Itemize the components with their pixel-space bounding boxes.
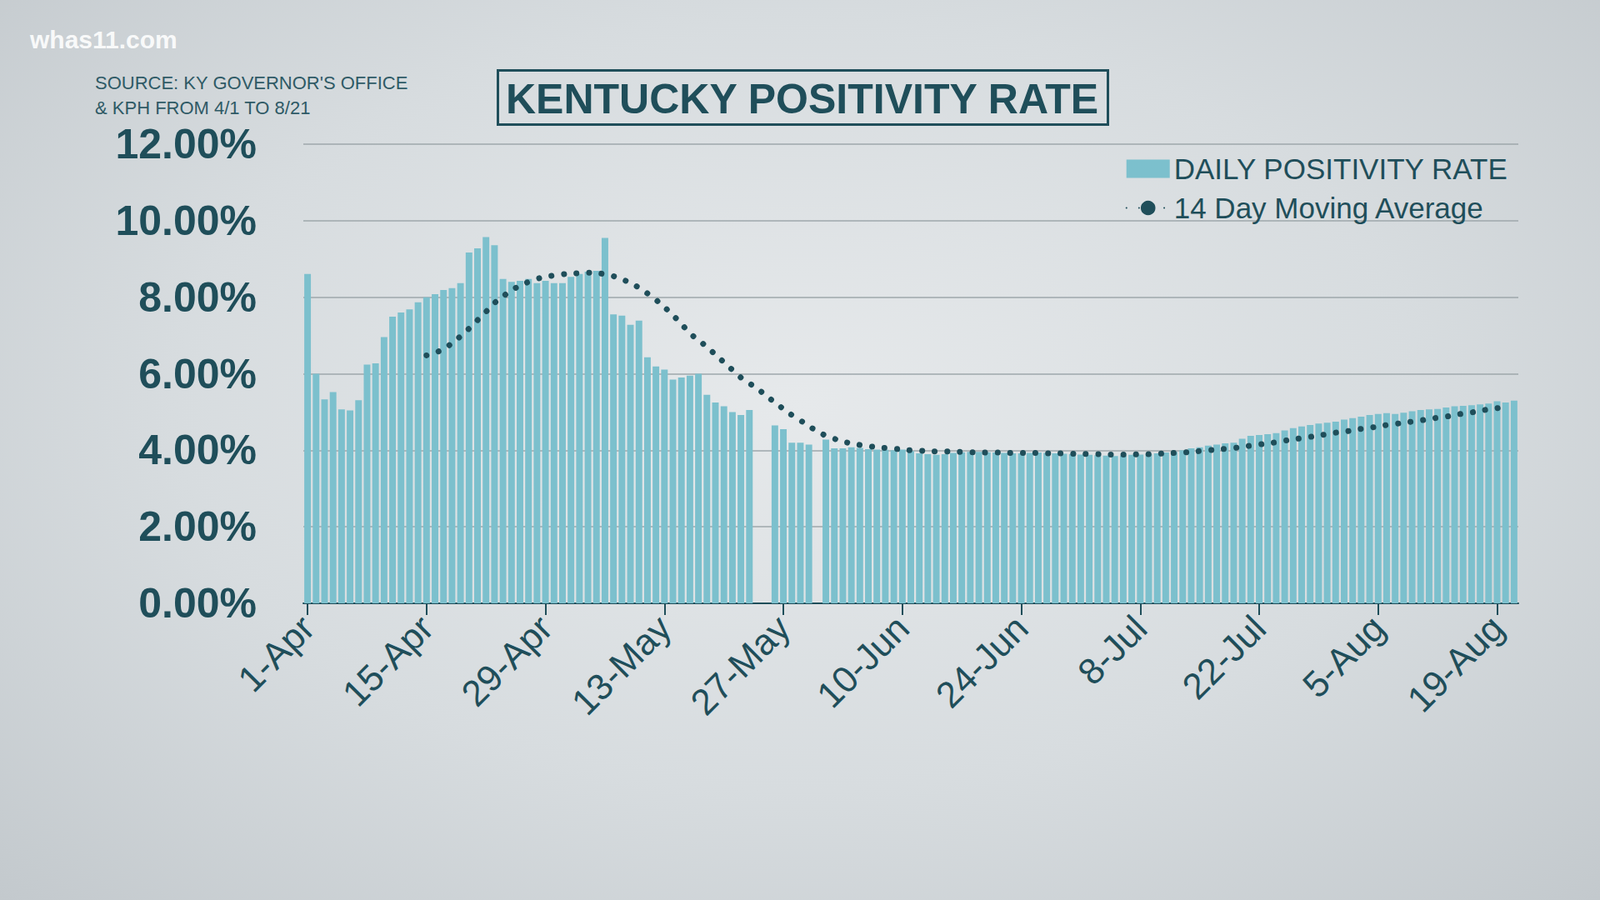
svg-text:2.00%: 2.00% xyxy=(138,503,257,550)
svg-text:5-Aug: 5-Aug xyxy=(1294,607,1393,706)
svg-text:29-Apr: 29-Apr xyxy=(453,607,560,715)
svg-text:4.00%: 4.00% xyxy=(138,426,257,474)
svg-text:6.00%: 6.00% xyxy=(138,350,257,398)
svg-text:& KPH FROM 4/1 TO 8/21: & KPH FROM 4/1 TO 8/21 xyxy=(95,97,310,119)
svg-text:15-Apr: 15-Apr xyxy=(334,607,441,715)
svg-text:13-May: 13-May xyxy=(563,607,679,723)
svg-text:whas11.com: whas11.com xyxy=(29,25,178,54)
svg-text:12.00%: 12.00% xyxy=(115,120,257,168)
svg-text:8-Jul: 8-Jul xyxy=(1070,607,1155,693)
svg-text:19-Aug: 19-Aug xyxy=(1399,607,1512,720)
svg-text:8.00%: 8.00% xyxy=(138,274,257,321)
svg-text:SOURCE: KY GOVERNOR'S OFFICE: SOURCE: KY GOVERNOR'S OFFICE xyxy=(95,72,408,94)
svg-text:0.00%: 0.00% xyxy=(138,580,257,627)
svg-text:14 Day Moving Average: 14 Day Moving Average xyxy=(1174,191,1484,225)
svg-text:24-Jun: 24-Jun xyxy=(927,607,1036,716)
svg-text:10.00%: 10.00% xyxy=(115,197,257,245)
svg-text:22-Jul: 22-Jul xyxy=(1174,607,1274,707)
svg-text:1-Apr: 1-Apr xyxy=(230,607,323,700)
svg-text:KENTUCKY POSITIVITY RATE: KENTUCKY POSITIVITY RATE xyxy=(505,75,1099,123)
svg-text:27-May: 27-May xyxy=(682,607,798,723)
svg-text:10-Jun: 10-Jun xyxy=(808,607,917,716)
svg-text:DAILY POSITIVITY RATE: DAILY POSITIVITY RATE xyxy=(1174,152,1508,185)
